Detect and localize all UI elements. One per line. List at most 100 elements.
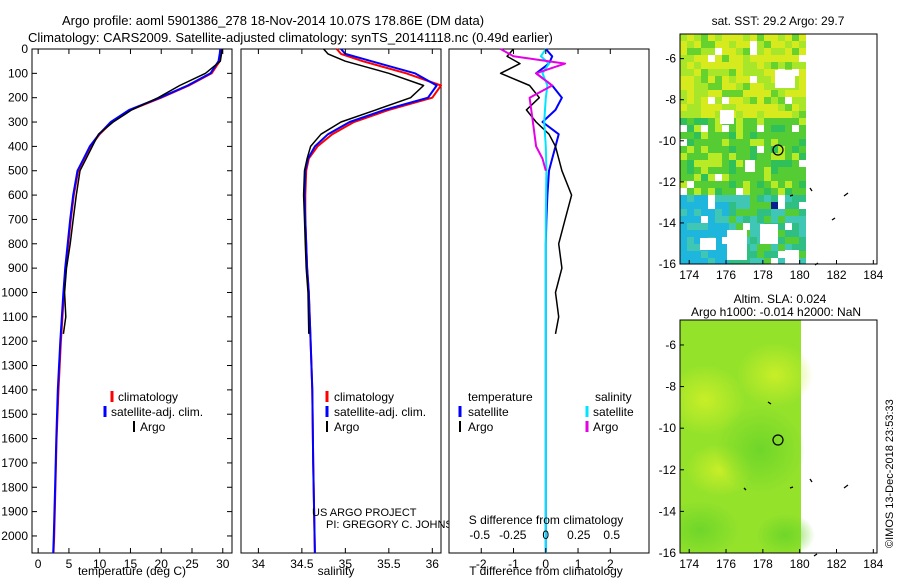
sst-gap bbox=[727, 230, 747, 260]
sst-cell bbox=[736, 48, 743, 55]
sst-cell bbox=[687, 62, 694, 69]
sst-cell bbox=[715, 139, 722, 146]
sst-cell bbox=[687, 174, 694, 181]
sst-cell bbox=[729, 223, 736, 230]
sst-cell bbox=[764, 202, 771, 209]
sst-gap bbox=[745, 160, 755, 172]
credit-pi: PI: GREGORY C. JOHNSON bbox=[326, 519, 469, 531]
sst-cell bbox=[778, 160, 785, 167]
sst-cell bbox=[799, 48, 806, 55]
y-tick-label: -10 bbox=[659, 421, 677, 435]
sst-cell bbox=[757, 76, 764, 83]
sst-cell bbox=[729, 258, 736, 264]
sst-cell bbox=[771, 90, 778, 97]
y-tick-label: 1500 bbox=[1, 407, 28, 421]
sst-cell bbox=[743, 146, 750, 153]
sst-cell bbox=[715, 118, 722, 125]
x-tick-label: 2 bbox=[607, 557, 614, 571]
sst-cell bbox=[729, 97, 736, 104]
sst-cell bbox=[778, 174, 785, 181]
sst-cell bbox=[764, 55, 771, 62]
sst-cell bbox=[687, 97, 694, 104]
sst-cell bbox=[701, 48, 708, 55]
sst-cell bbox=[694, 202, 701, 209]
s-tick-label: 0 bbox=[542, 528, 549, 542]
sst-cell bbox=[722, 202, 729, 209]
sst-cell bbox=[743, 174, 750, 181]
sst-cell bbox=[694, 41, 701, 48]
sst-cell bbox=[785, 41, 792, 48]
sst-cell bbox=[785, 216, 792, 223]
sst-cell bbox=[799, 41, 806, 48]
sst-cell bbox=[792, 167, 799, 174]
sst-cell bbox=[764, 258, 771, 264]
sst-cell bbox=[764, 97, 771, 104]
y-tick-label: 1900 bbox=[1, 505, 28, 519]
sst-cell bbox=[722, 62, 729, 69]
sst-cell bbox=[680, 209, 687, 216]
x-tick-label: 180 bbox=[790, 268, 810, 282]
legend-temperature-title: temperature bbox=[468, 390, 533, 404]
salinity-difference-label: S difference from climatology bbox=[469, 513, 624, 527]
sst-cell bbox=[722, 146, 729, 153]
sst-cell bbox=[701, 76, 708, 83]
sst-cell bbox=[792, 153, 799, 160]
sst-cell bbox=[722, 104, 729, 111]
sst-cell bbox=[785, 153, 792, 160]
sst-cell bbox=[729, 146, 736, 153]
sst-cell bbox=[799, 118, 806, 125]
sst-cell bbox=[799, 251, 806, 258]
sst-cell bbox=[792, 34, 799, 41]
sst-map-title: sat. SST: 29.2 Argo: 29.7 bbox=[712, 14, 845, 28]
sst-cell bbox=[729, 153, 736, 160]
sst-cell bbox=[771, 62, 778, 69]
sst-map-frame bbox=[679, 33, 878, 265]
sst-cell bbox=[771, 188, 778, 195]
sst-cell bbox=[792, 132, 799, 139]
sst-cell bbox=[750, 258, 757, 264]
sst-cell bbox=[715, 244, 722, 251]
sst-cell bbox=[708, 258, 715, 264]
y-tick-label: 700 bbox=[8, 212, 28, 226]
x-tick-label: 180 bbox=[790, 557, 810, 571]
sst-cell bbox=[743, 118, 750, 125]
sst-cell bbox=[680, 258, 687, 264]
difference-x-label: T difference from climatology bbox=[469, 564, 623, 578]
sst-cell bbox=[757, 90, 764, 97]
legend-t-argo-label: Argo bbox=[468, 420, 494, 434]
sst-cell bbox=[799, 146, 806, 153]
sst-cell bbox=[687, 251, 694, 258]
sst-cell bbox=[715, 97, 722, 104]
sst-cell bbox=[701, 223, 708, 230]
sst-cell bbox=[729, 139, 736, 146]
y-tick-label: 2000 bbox=[1, 529, 28, 543]
sst-cell bbox=[799, 104, 806, 111]
y-tick-label: 0 bbox=[21, 42, 28, 56]
sst-cell bbox=[708, 48, 715, 55]
sst-cell bbox=[722, 174, 729, 181]
sst-cell bbox=[743, 132, 750, 139]
series-s-satellite bbox=[539, 48, 550, 553]
sst-cell bbox=[715, 69, 722, 76]
sst-cell bbox=[680, 118, 687, 125]
sst-cell bbox=[694, 83, 701, 90]
sst-cell bbox=[736, 97, 743, 104]
sst-cell bbox=[778, 216, 785, 223]
sst-cell bbox=[771, 83, 778, 90]
sst-cell bbox=[764, 48, 771, 55]
x-tick-label: -1 bbox=[508, 557, 519, 571]
legend-argo-label: Argo bbox=[334, 420, 360, 434]
sst-cell bbox=[785, 188, 792, 195]
sst-cell bbox=[680, 237, 687, 244]
sst-cell bbox=[764, 83, 771, 90]
sst-cell bbox=[701, 139, 708, 146]
sst-cell bbox=[694, 76, 701, 83]
sst-cell bbox=[757, 118, 764, 125]
sst-cell bbox=[743, 181, 750, 188]
sst-cell bbox=[778, 209, 785, 216]
difference-x-ticks: -2 -1 0 1 2 -0.5 -0.25 0 0.25 0.5 bbox=[469, 49, 620, 571]
sst-cell bbox=[799, 132, 806, 139]
sst-cell bbox=[701, 90, 708, 97]
sst-cell bbox=[708, 132, 715, 139]
sst-cell bbox=[736, 195, 743, 202]
